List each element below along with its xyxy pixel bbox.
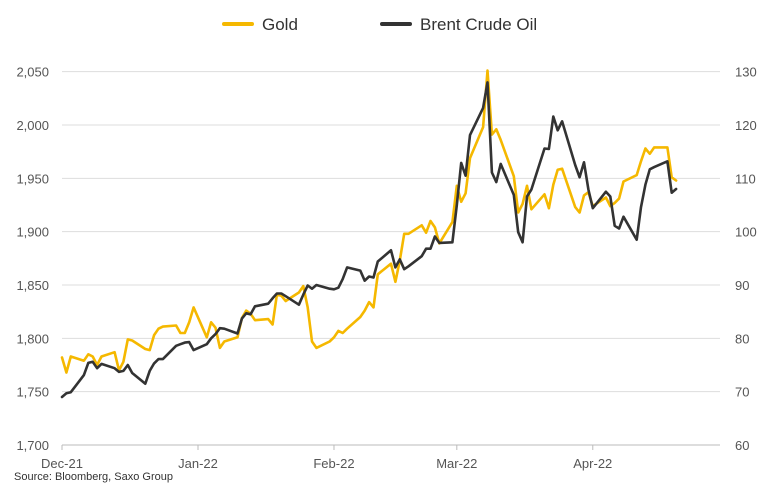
legend-label: Gold bbox=[262, 15, 298, 34]
y-left-axis: 1,700 1,750 1,800 1,850 1,900 1,950 2,000 2,050 bbox=[16, 65, 49, 453]
y-right-tick-label: 90 bbox=[735, 278, 749, 293]
y-right-tick-label: 60 bbox=[735, 438, 749, 453]
series-lines bbox=[60, 69, 678, 399]
y-left-tick-label: 1,800 bbox=[16, 331, 49, 346]
y-right-tick-label: 100 bbox=[735, 225, 757, 240]
legend-label: Brent Crude Oil bbox=[420, 15, 537, 34]
x-tick-label: Feb-22 bbox=[313, 456, 354, 471]
legend: Gold Brent Crude Oil bbox=[222, 15, 537, 34]
y-right-tick-label: 130 bbox=[735, 65, 757, 80]
y-right-tick-label: 120 bbox=[735, 118, 757, 133]
y-right-tick-label: 80 bbox=[735, 331, 749, 346]
x-axis: Dec-21 Jan-22 Feb-22 Mar-22 Apr-22 bbox=[41, 445, 612, 471]
x-tick-label: Apr-22 bbox=[573, 456, 612, 471]
y-right-tick-label: 70 bbox=[735, 385, 749, 400]
y-left-tick-label: 1,750 bbox=[16, 385, 49, 400]
source-note: Source: Bloomberg, Saxo Group bbox=[14, 471, 173, 483]
x-tick-label: Mar-22 bbox=[436, 456, 477, 471]
y-right-tick-label: 110 bbox=[735, 171, 756, 186]
x-tick-label: Jan-22 bbox=[178, 456, 218, 471]
series-line-brent bbox=[60, 81, 678, 399]
y-right-axis: 60 70 80 90 100 110 120 130 bbox=[735, 65, 757, 453]
x-tick-label: Dec-21 bbox=[41, 456, 83, 471]
y-left-tick-label: 2,000 bbox=[16, 118, 49, 133]
y-left-tick-label: 2,050 bbox=[16, 65, 49, 80]
y-left-tick-label: 1,850 bbox=[16, 278, 49, 293]
series-line-gold bbox=[60, 69, 678, 374]
y-left-tick-label: 1,950 bbox=[16, 171, 49, 186]
y-left-tick-label: 1,700 bbox=[16, 438, 49, 453]
grid bbox=[62, 71, 720, 446]
y-left-tick-label: 1,900 bbox=[16, 225, 49, 240]
